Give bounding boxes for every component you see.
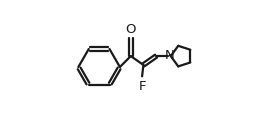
- Text: N: N: [164, 49, 174, 62]
- Text: F: F: [138, 80, 146, 93]
- Text: O: O: [125, 23, 136, 36]
